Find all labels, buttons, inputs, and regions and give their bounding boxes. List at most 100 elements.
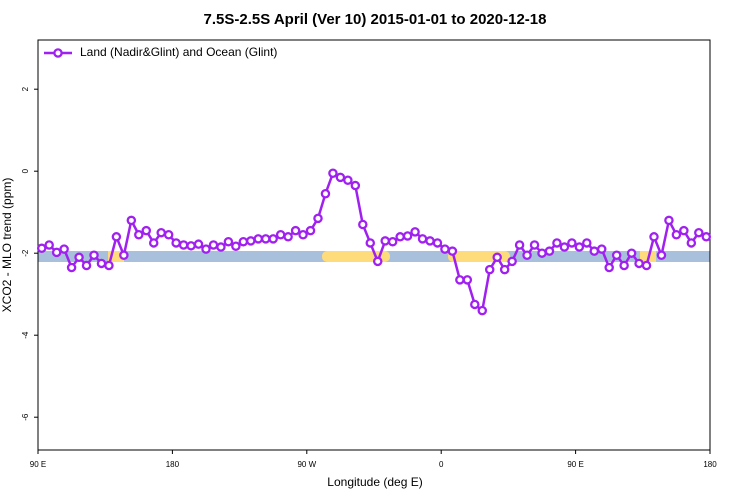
data-point (358, 219, 368, 230)
data-point (686, 238, 697, 248)
data-point (507, 256, 517, 267)
y-tick-label: -6 (21, 413, 30, 421)
data-point (134, 229, 144, 240)
data-point (343, 175, 353, 185)
data-point (350, 180, 361, 191)
data-point (641, 260, 652, 271)
data-point (559, 242, 570, 252)
data-point (634, 258, 644, 269)
data-point (492, 252, 502, 263)
y-tick-label: 0 (21, 168, 30, 173)
data-point (410, 227, 420, 237)
data-point (141, 225, 152, 236)
data-point (440, 244, 450, 254)
data-point (104, 260, 114, 271)
data-point (51, 247, 62, 258)
data-point (275, 229, 286, 240)
data-point (619, 260, 629, 271)
data-point (425, 236, 435, 246)
data-point (335, 172, 346, 183)
data-point (582, 238, 592, 248)
data-point (260, 234, 271, 244)
data-point (201, 244, 211, 254)
chart-title: 7.5S-2.5S April (Ver 10) 2015-01-01 to 2… (204, 11, 547, 28)
data-point (522, 250, 532, 260)
data-point (111, 232, 122, 242)
data-point (679, 225, 689, 236)
data-point (96, 258, 107, 269)
y-axis-label: XCO2 - MLO trend (ppm) (0, 178, 14, 313)
data-point (701, 232, 712, 242)
data-point (694, 227, 704, 238)
x-tick-label: 90 E (567, 460, 583, 469)
data-point (156, 227, 166, 238)
data-point (238, 236, 249, 247)
data-point (44, 240, 54, 250)
data-point (313, 213, 323, 224)
data-point (544, 246, 555, 256)
data-point (529, 240, 540, 250)
data-point (387, 236, 398, 247)
y-tick-label: 2 (21, 86, 30, 91)
data-point (432, 238, 443, 248)
data-point (552, 238, 562, 248)
data-point (328, 168, 338, 178)
data-point (268, 234, 278, 244)
data-point (596, 244, 607, 254)
data-point (246, 236, 256, 246)
legend-marker (53, 48, 63, 58)
data-point (66, 262, 77, 273)
x-tick-label: 90 W (297, 460, 316, 469)
data-point (320, 188, 331, 199)
y-tick-label: -4 (21, 331, 30, 339)
data-point (380, 236, 390, 246)
data-point (574, 242, 585, 252)
x-tick-label: 180 (166, 460, 180, 469)
data-point (74, 252, 84, 263)
legend-label: Land (Nadir&Glint) and Ocean (Glint) (80, 45, 277, 59)
data-point (223, 236, 234, 247)
data-point (537, 248, 547, 258)
data-point (671, 229, 682, 240)
data-point (462, 275, 473, 285)
data-point (208, 240, 219, 250)
data-point (470, 299, 480, 310)
data-point (283, 232, 293, 242)
data-point (89, 250, 99, 260)
data-point (395, 232, 405, 242)
data-point (253, 234, 264, 244)
data-point (417, 234, 428, 244)
data-point (298, 229, 308, 240)
land-band (108, 251, 124, 262)
data-point (484, 264, 495, 275)
data-point (119, 250, 129, 260)
data-point (186, 241, 196, 251)
data-point (81, 260, 92, 271)
data-point (372, 256, 383, 267)
plot-frame (37, 39, 711, 451)
data-point (447, 246, 458, 256)
x-tick-label: 180 (703, 460, 717, 469)
data-point (193, 239, 204, 249)
data-point (589, 246, 600, 256)
data-point (567, 238, 577, 248)
data-point (178, 240, 189, 250)
data-point (455, 275, 465, 285)
data-point (231, 241, 241, 251)
data-point (514, 240, 525, 250)
data-point (611, 250, 622, 260)
data-point (499, 264, 510, 275)
data-point (290, 225, 301, 236)
data-point (126, 215, 137, 226)
data-point (216, 242, 226, 252)
data-point (402, 231, 413, 241)
data-point (163, 229, 174, 240)
data-point (656, 250, 667, 260)
data-point (59, 244, 69, 254)
data-point (148, 238, 159, 248)
data-point (36, 243, 47, 254)
y-tick-label: -2 (21, 249, 30, 257)
data-point (171, 238, 181, 248)
data-point (626, 248, 637, 258)
